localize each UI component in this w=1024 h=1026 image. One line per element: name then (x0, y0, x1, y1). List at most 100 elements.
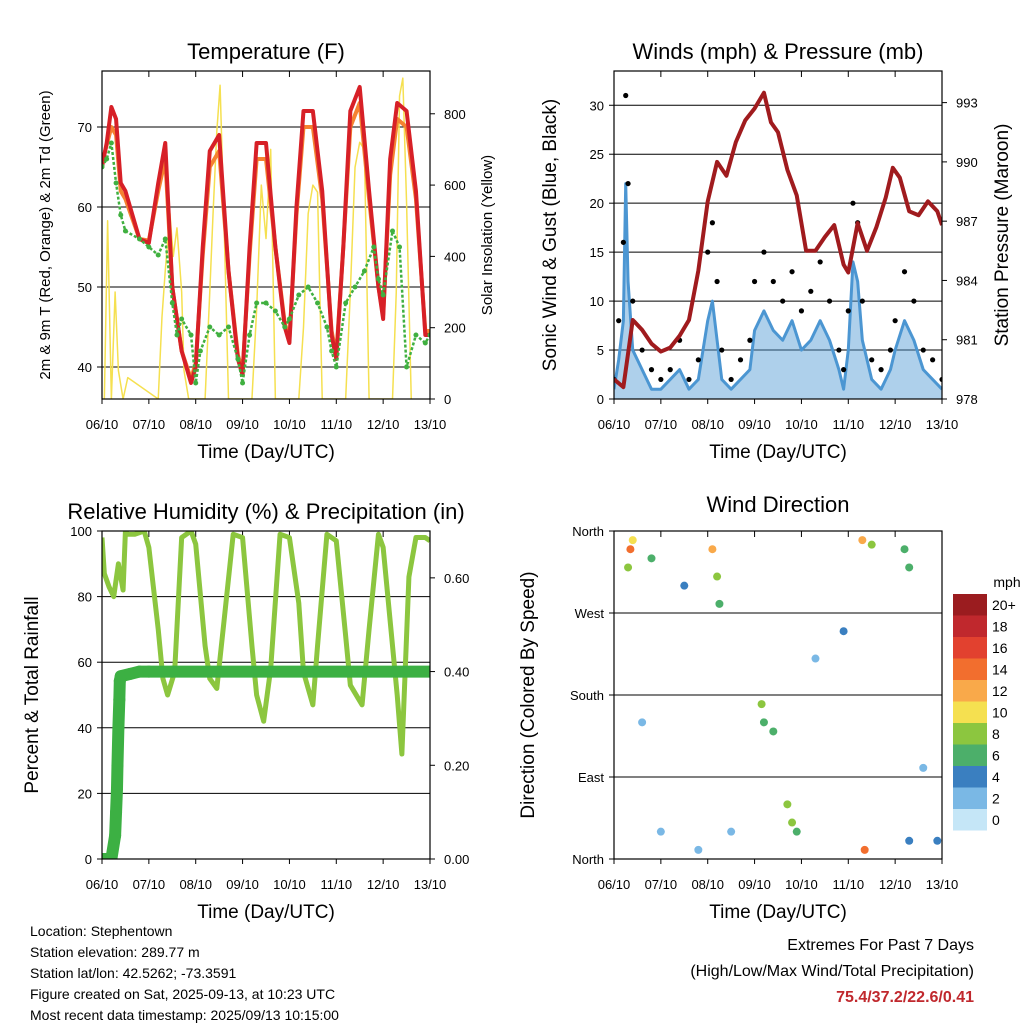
legend-label: 18 (992, 619, 1008, 635)
data-point (630, 298, 636, 304)
data-point (122, 228, 128, 234)
data-point (124, 667, 137, 680)
y-tick-label: 100 (70, 524, 92, 539)
legend-label: 16 (992, 640, 1008, 656)
data-point (282, 324, 288, 330)
data-point (770, 278, 776, 285)
data-point (638, 718, 647, 727)
y-tick-label: 30 (590, 98, 604, 113)
data-point (900, 545, 909, 554)
data-point (315, 300, 321, 306)
data-point (286, 316, 292, 322)
data-point (136, 236, 142, 242)
y-tick-label: South (570, 688, 604, 703)
data-point (714, 278, 720, 285)
chart-panel-2: Winds (mph) & Pressure (mb) 0 5 10 15 20 25 30 9… (540, 39, 1013, 463)
y-tick-label: 25 (590, 147, 604, 162)
y2-tick-label: 600 (444, 178, 466, 193)
legend-swatch (953, 809, 987, 831)
data-point (162, 236, 168, 242)
data-point (817, 259, 823, 265)
legend-swatch (953, 615, 987, 637)
x-tick-label: 11/10 (832, 417, 864, 432)
data-point (390, 228, 396, 234)
series-line (102, 141, 430, 385)
x-tick-label: 08/10 (179, 877, 212, 892)
data-point (780, 298, 786, 304)
y2-tick-label: 981 (956, 333, 978, 348)
data-point (110, 806, 123, 819)
x-axis-label: Time (Day/UTC) (709, 442, 847, 463)
data-point (919, 763, 928, 772)
data-point (620, 239, 626, 245)
data-point (695, 357, 701, 363)
data-point (905, 563, 914, 572)
data-point (708, 545, 717, 554)
data-point (624, 563, 633, 572)
data-point (240, 380, 246, 386)
data-point (715, 599, 724, 608)
data-point (361, 268, 367, 274)
data-point (788, 818, 797, 827)
y-tick-label: 50 (78, 280, 92, 295)
x-axis-label: Time (Day/UTC) (709, 902, 847, 923)
data-point (728, 376, 734, 383)
extremes-title: Extremes For Past 7 Days (787, 937, 974, 954)
data-point (859, 298, 865, 304)
x-tick-label: 11/10 (320, 877, 352, 892)
data-point (867, 540, 876, 549)
data-point (850, 200, 856, 206)
data-point (174, 332, 180, 338)
x-tick-label: 08/10 (179, 417, 212, 432)
data-point (759, 718, 768, 727)
y-tick-label: 5 (597, 343, 604, 358)
data-point (413, 332, 419, 338)
data-point (667, 367, 673, 373)
x-tick-label: 09/10 (738, 417, 771, 432)
data-point (296, 292, 302, 298)
x-tick-label: 11/10 (320, 417, 352, 432)
x-tick-label: 06/10 (598, 417, 631, 432)
data-point (839, 627, 848, 636)
data-point (108, 140, 114, 146)
plot-frame (613, 70, 943, 400)
x-tick-label: 06/10 (598, 877, 631, 892)
data-point (102, 164, 105, 170)
data-point (841, 367, 847, 373)
plot-frame (613, 530, 943, 860)
data-point (104, 156, 110, 162)
data-point (263, 300, 269, 306)
legend-swatch (953, 787, 987, 809)
x-tick-label: 08/10 (691, 877, 724, 892)
y2-tick-label: 987 (956, 214, 978, 229)
legend-label: 6 (992, 748, 1000, 764)
chart-title: Relative Humidity (%) & Precipitation (i… (67, 499, 464, 524)
data-point (109, 829, 122, 842)
legend-title: mph (993, 574, 1020, 590)
data-point (858, 536, 867, 545)
data-point (713, 572, 722, 581)
y2-tick-label: 400 (444, 249, 466, 264)
data-point (686, 376, 692, 383)
plot-frame (101, 530, 431, 860)
y2-tick-label: 200 (444, 321, 466, 336)
data-point (179, 316, 185, 322)
legend-swatch (953, 744, 987, 766)
legend-label: 2 (992, 791, 1000, 807)
data-point (811, 654, 820, 663)
chart-title: Winds (mph) & Pressure (mb) (633, 39, 924, 64)
data-point (169, 300, 175, 306)
data-point (166, 665, 179, 678)
data-point (751, 278, 758, 285)
data-point (329, 348, 335, 354)
data-point (905, 836, 914, 845)
data-point (709, 220, 716, 226)
y-axis-label: Direction (Colored By Speed) (518, 571, 539, 818)
y2-tick-label: 984 (956, 273, 978, 288)
series-line (102, 531, 430, 757)
legend-label: 4 (992, 769, 1000, 785)
data-point (705, 249, 711, 255)
data-point (133, 665, 146, 678)
data-point (911, 298, 917, 304)
